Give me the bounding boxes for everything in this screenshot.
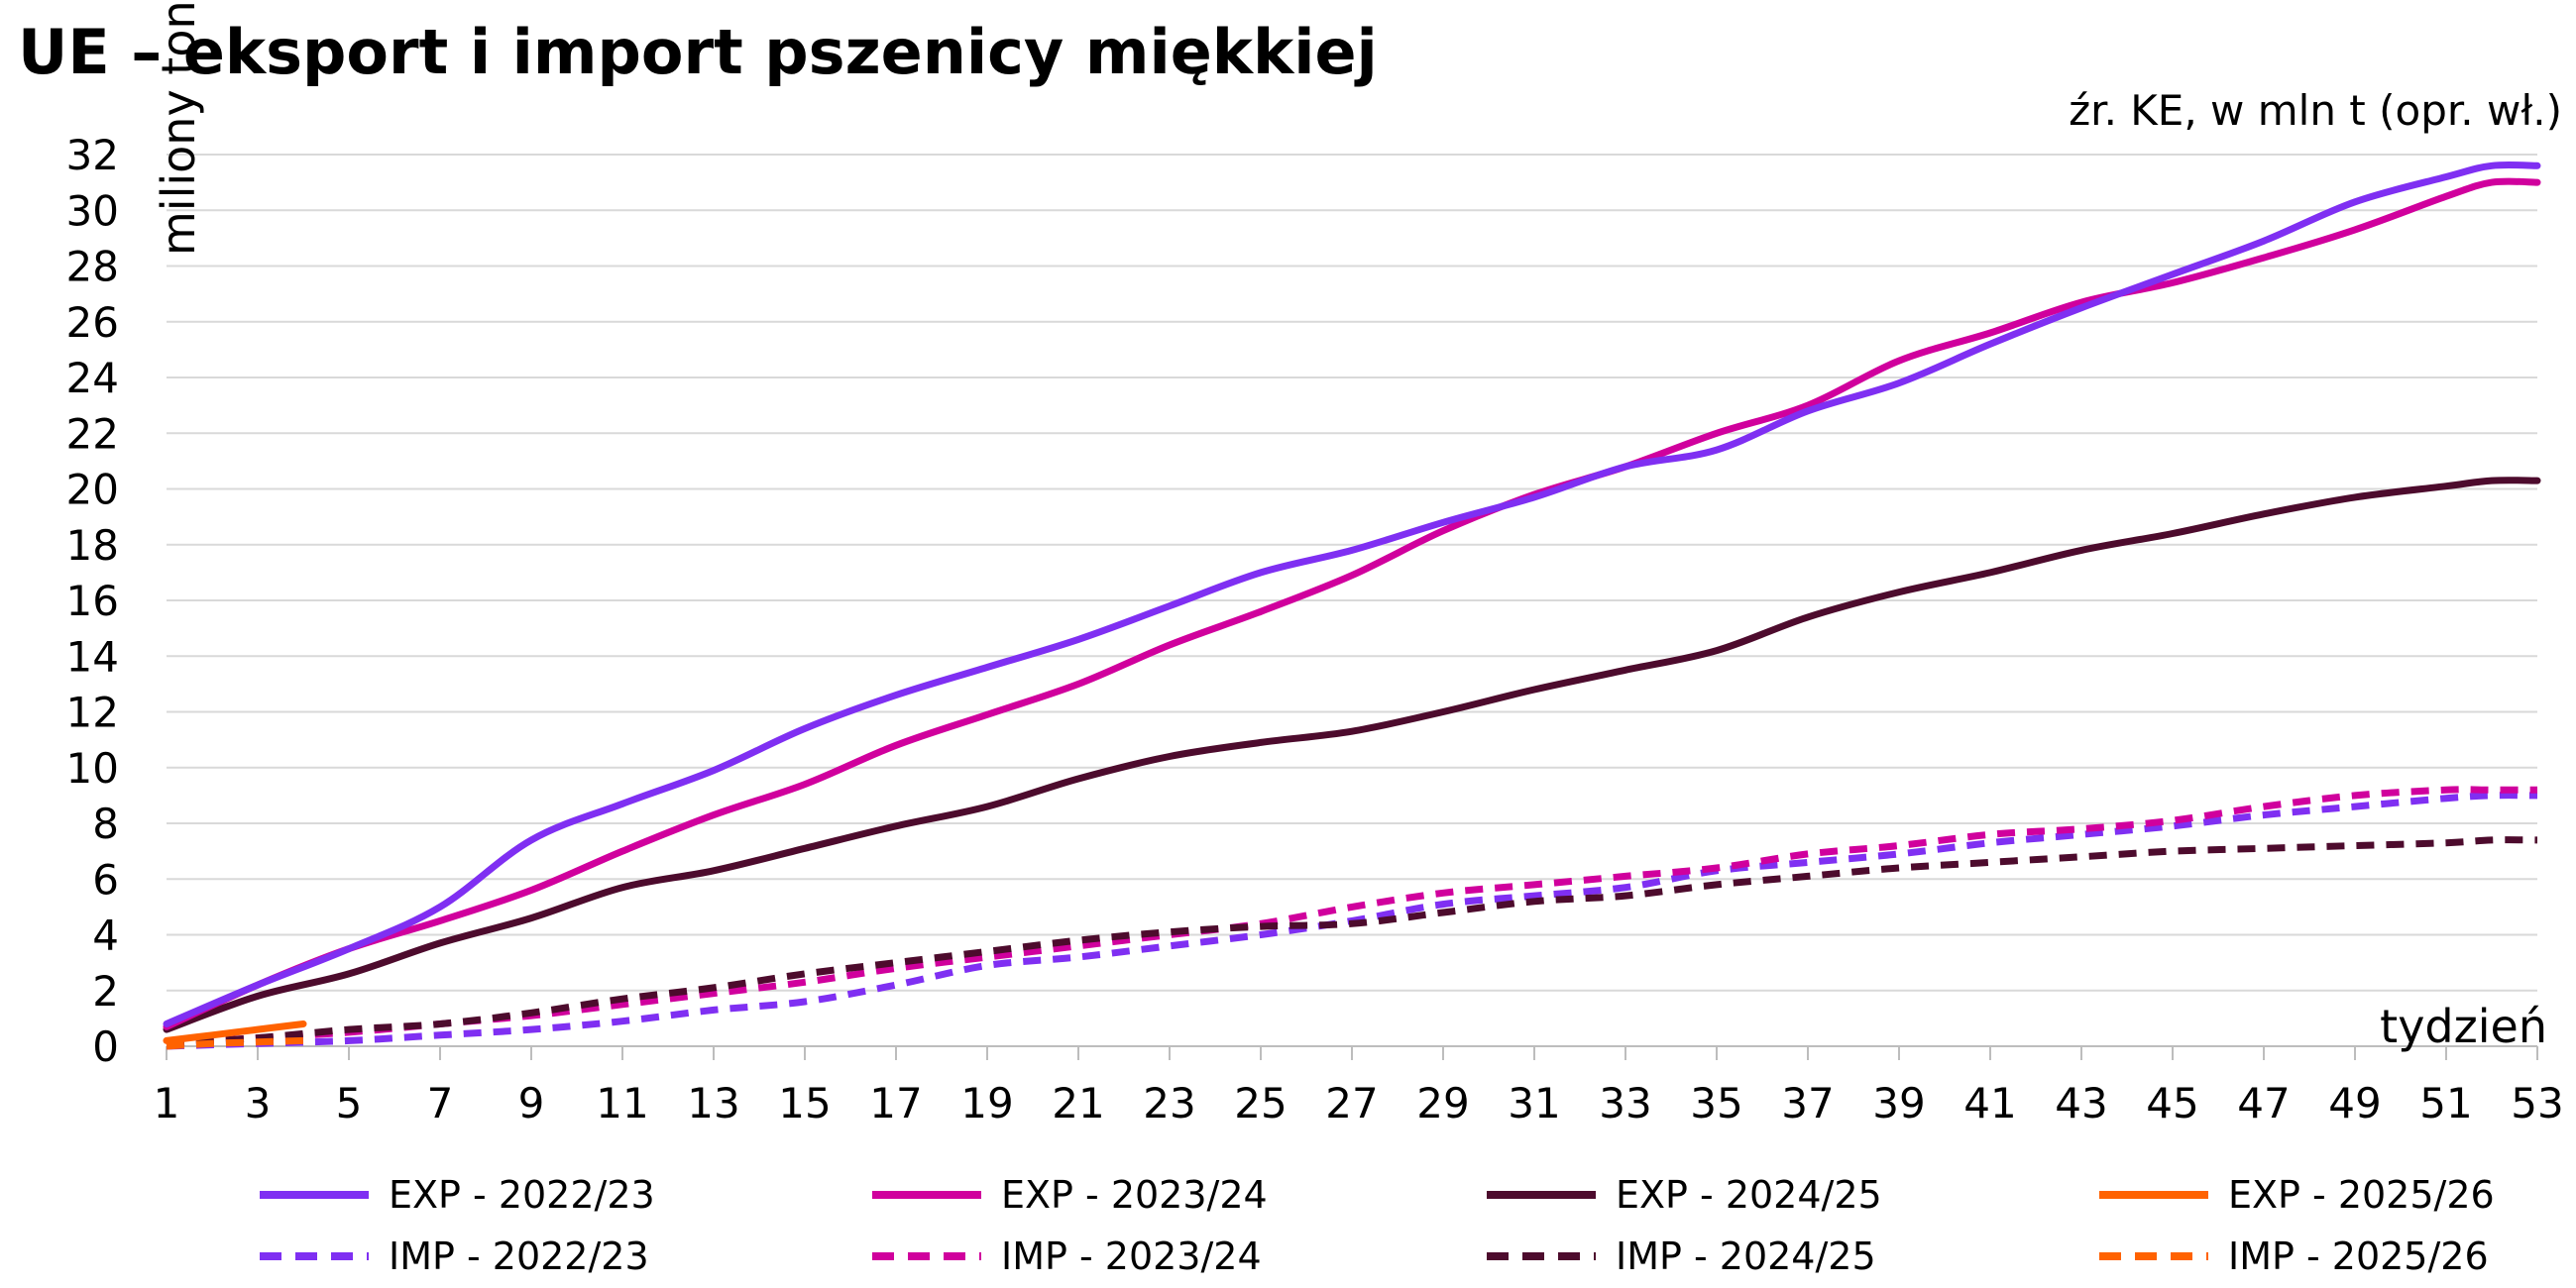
series-line-exp-2025-26 [163, 1020, 307, 1044]
legend-entry-label: EXP - 2024/25 [1616, 1173, 1882, 1217]
y-tick-label: 14 [66, 632, 119, 681]
gridlines [167, 154, 2537, 992]
x-axis-ticks: 1 3 5 7 9 11 13 15 17 19 21 23 25 27 29 31 33 35 37 39 41 43 4… [154, 1046, 2564, 1127]
x-tick-label: 43 [2055, 1079, 2107, 1127]
legend-entry-label: EXP - 2025/26 [2228, 1173, 2495, 1217]
x-tick-label: 31 [1508, 1079, 1560, 1127]
x-tick-label: 9 [518, 1079, 545, 1127]
legend-entry-label: IMP - 2024/25 [1616, 1234, 1876, 1278]
y-tick-label: 18 [66, 521, 119, 570]
x-tick-label: 23 [1143, 1079, 1195, 1127]
legend-entry-label: EXP - 2022/23 [389, 1173, 655, 1217]
y-tick-label: 30 [66, 186, 119, 235]
x-tick-label: 13 [687, 1079, 739, 1127]
x-tick-label: 35 [1690, 1079, 1742, 1127]
legend-entry-label: EXP - 2023/24 [1001, 1173, 1268, 1217]
y-tick-label: 8 [92, 800, 119, 848]
legend-entry-label: IMP - 2023/24 [1001, 1234, 1262, 1278]
y-tick-label: 24 [66, 354, 119, 402]
x-tick-label: 29 [1416, 1079, 1469, 1127]
x-tick-label: 5 [336, 1079, 363, 1127]
y-tick-label: 4 [92, 912, 119, 960]
y-tick-label: 10 [66, 744, 119, 793]
x-tick-label: 49 [2328, 1079, 2381, 1127]
y-tick-label: 28 [66, 243, 119, 291]
x-tick-label: 21 [1052, 1079, 1104, 1127]
x-tick-label: 41 [1963, 1079, 2016, 1127]
x-tick-label: 33 [1599, 1079, 1651, 1127]
y-tick-label: 2 [92, 967, 119, 1016]
y-tick-label: 26 [66, 298, 119, 347]
chart-source: źr. KE, w mln t (opr. wł.) [2069, 86, 2562, 135]
x-tick-label: 51 [2419, 1079, 2472, 1127]
series-lines [163, 161, 2541, 1050]
series-line-imp-2022-23 [166, 792, 2538, 1050]
y-tick-label: 12 [66, 689, 119, 737]
series-line-imp-2025-26 [166, 1036, 304, 1050]
series-line-exp-2023-24 [163, 177, 2541, 1030]
x-tick-label: 37 [1781, 1079, 1834, 1127]
y-tick-label: 6 [92, 855, 119, 904]
x-tick-label: 17 [869, 1079, 922, 1127]
x-axis-label: tydzień [2380, 1000, 2547, 1053]
series-line-imp-2023-24 [166, 786, 2537, 1047]
x-tick-label: 1 [154, 1079, 180, 1127]
legend-entry-label: IMP - 2025/26 [2228, 1234, 2489, 1278]
y-tick-label: 32 [66, 131, 119, 179]
y-tick-label: 22 [66, 409, 119, 458]
x-tick-label: 39 [1872, 1079, 1925, 1127]
y-axis-label: miliony ton [152, 0, 205, 256]
legend-entry-label: IMP - 2022/23 [389, 1234, 649, 1278]
x-tick-label: 3 [245, 1079, 272, 1127]
x-tick-label: 7 [427, 1079, 454, 1127]
x-tick-label: 15 [778, 1079, 831, 1127]
legend: EXP - 2022/23 EXP - 2023/24 EXP - 2024/25 E… [260, 1173, 2495, 1278]
y-tick-label: 0 [92, 1022, 119, 1071]
x-tick-label: 25 [1234, 1079, 1287, 1127]
y-tick-label: 20 [66, 466, 119, 514]
x-tick-label: 27 [1325, 1079, 1378, 1127]
series-line-exp-2024-25 [163, 477, 2541, 1033]
x-tick-label: 11 [596, 1079, 648, 1127]
x-tick-label: 45 [2146, 1079, 2198, 1127]
x-tick-label: 19 [960, 1079, 1013, 1127]
chart-title: UE – eksport i import pszenicy miękkiej [18, 16, 1378, 88]
series-line-imp-2024-25 [166, 836, 2538, 1047]
x-tick-label: 47 [2237, 1079, 2290, 1127]
y-tick-label: 16 [66, 577, 119, 625]
series-line-exp-2022-23 [163, 161, 2541, 1027]
x-tick-label: 53 [2511, 1079, 2563, 1127]
